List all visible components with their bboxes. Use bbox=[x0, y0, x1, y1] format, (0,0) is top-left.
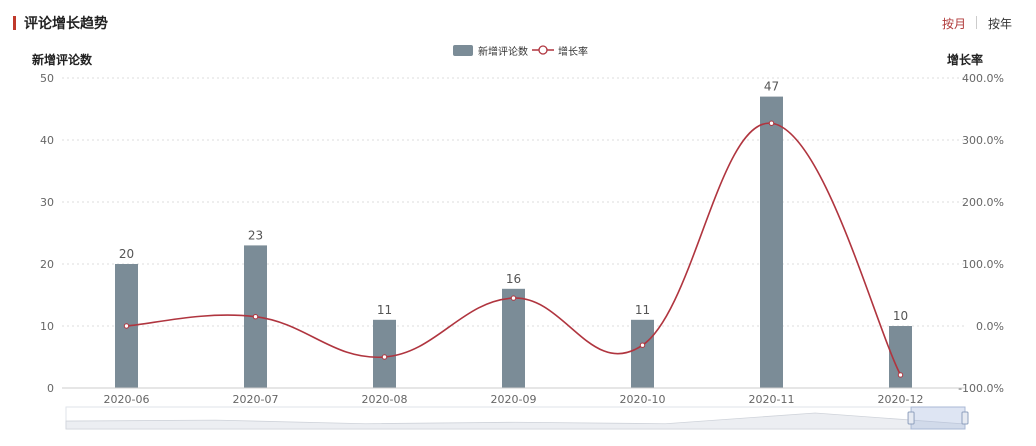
x-tick-label: 2020-06 bbox=[104, 393, 150, 406]
x-tick-label: 2020-11 bbox=[749, 393, 795, 406]
legend-bar-swatch bbox=[453, 45, 473, 56]
growth-rate-point-2020-08[interactable] bbox=[381, 354, 388, 360]
bar-2020-08[interactable] bbox=[373, 319, 396, 388]
bar-value-label: 20 bbox=[119, 247, 134, 261]
bar-2020-10[interactable] bbox=[631, 319, 654, 388]
page-title: 评论增长趋势 bbox=[24, 16, 108, 32]
y-right-axis-title: 增长率 bbox=[947, 52, 983, 67]
y-tick-label: 0 bbox=[47, 382, 54, 395]
bar-2020-11[interactable] bbox=[760, 96, 783, 388]
growth-rate-point-2020-09[interactable] bbox=[510, 295, 517, 301]
y-tick-label: 30 bbox=[40, 196, 54, 209]
y-axis-title: 新增评论数 bbox=[32, 52, 93, 67]
y-tick-label: 50 bbox=[40, 72, 54, 85]
growth-rate-point-2020-06[interactable] bbox=[123, 323, 130, 329]
growth-rate-point-2020-10[interactable] bbox=[639, 342, 646, 348]
bar-value-label: 10 bbox=[893, 309, 908, 323]
chart-header: 评论增长趋势 按月 按年 bbox=[0, 0, 1036, 44]
growth-rate-point-2020-12[interactable] bbox=[897, 372, 904, 378]
x-tick-label: 2020-10 bbox=[620, 393, 666, 406]
title-accent-bar bbox=[13, 16, 16, 30]
bar-value-label: 11 bbox=[635, 303, 650, 317]
y-tick-label: 10 bbox=[40, 320, 54, 333]
legend[interactable]: 新增评论数 增长率 bbox=[453, 45, 588, 58]
bar-series bbox=[115, 96, 912, 388]
y-right-tick-label: 300.0% bbox=[962, 134, 1004, 147]
bar-2020-12[interactable] bbox=[889, 326, 912, 388]
zoom-handle-left[interactable] bbox=[907, 411, 915, 425]
bar-value-label: 11 bbox=[377, 303, 392, 317]
toggle-by-year[interactable]: 按年 bbox=[988, 17, 1013, 31]
y-right-tick-label: 200.0% bbox=[962, 196, 1004, 209]
y-right-tick-label: 400.0% bbox=[962, 72, 1004, 85]
zoom-window[interactable] bbox=[910, 406, 966, 430]
bar-value-label: 16 bbox=[506, 272, 521, 286]
bar-value-label: 47 bbox=[764, 80, 779, 94]
y-right-tick-label: -100.0% bbox=[958, 382, 1004, 395]
y-right-tick-label: 100.0% bbox=[962, 258, 1004, 271]
growth-rate-point-2020-11[interactable] bbox=[768, 120, 775, 126]
legend-line-label: 增长率 bbox=[558, 45, 588, 58]
x-tick-label: 2020-12 bbox=[878, 393, 924, 406]
toggle-separator bbox=[976, 16, 977, 29]
x-tick-label: 2020-09 bbox=[491, 393, 537, 406]
line-series bbox=[123, 120, 904, 378]
bar-2020-09[interactable] bbox=[502, 288, 525, 388]
data-labels: 20 23 11 16 11 47 10 bbox=[119, 80, 908, 323]
x-tick-label: 2020-07 bbox=[233, 393, 279, 406]
zoom-handle-right[interactable] bbox=[961, 411, 969, 425]
legend-bar-label: 新增评论数 bbox=[478, 45, 528, 58]
toggle-by-month[interactable]: 按月 bbox=[942, 17, 967, 31]
y-right-tick-label: 0.0% bbox=[976, 320, 1004, 333]
bar-value-label: 23 bbox=[248, 228, 263, 242]
axes: 0 -100.0%10 0.0%20 100.0%30 200.0%40 300.0%50… bbox=[32, 52, 1004, 406]
y-tick-label: 20 bbox=[40, 258, 54, 271]
legend-line-marker bbox=[538, 45, 548, 55]
y-tick-label: 40 bbox=[40, 134, 54, 147]
x-tick-label: 2020-08 bbox=[362, 393, 408, 406]
data-zoom-slider[interactable] bbox=[65, 406, 969, 430]
growth-rate-point-2020-07[interactable] bbox=[252, 314, 259, 320]
growth-rate-line bbox=[126, 122, 902, 376]
